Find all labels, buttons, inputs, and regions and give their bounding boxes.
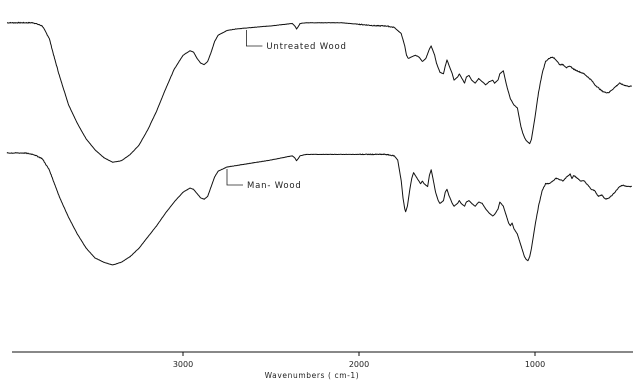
annotation-label-1: Man- Wood	[247, 181, 302, 191]
x-tick-label-1000: 1000	[525, 360, 545, 369]
series-line-man-wood	[7, 153, 632, 265]
x-axis-title: Wavenumbers ( cm-1)	[265, 371, 360, 380]
series-layer	[7, 22, 632, 265]
x-tick-label-2000: 2000	[349, 360, 369, 369]
annotation-layer: Untreated Wood Man- Wood	[227, 30, 347, 191]
x-tick-layer: 3000 2000 1000	[173, 352, 545, 369]
annotation-leader-1	[227, 169, 243, 185]
annotation-label-0: Untreated Wood	[266, 42, 346, 52]
annotation-leader-0	[246, 30, 262, 46]
x-tick-label-3000: 3000	[173, 360, 193, 369]
